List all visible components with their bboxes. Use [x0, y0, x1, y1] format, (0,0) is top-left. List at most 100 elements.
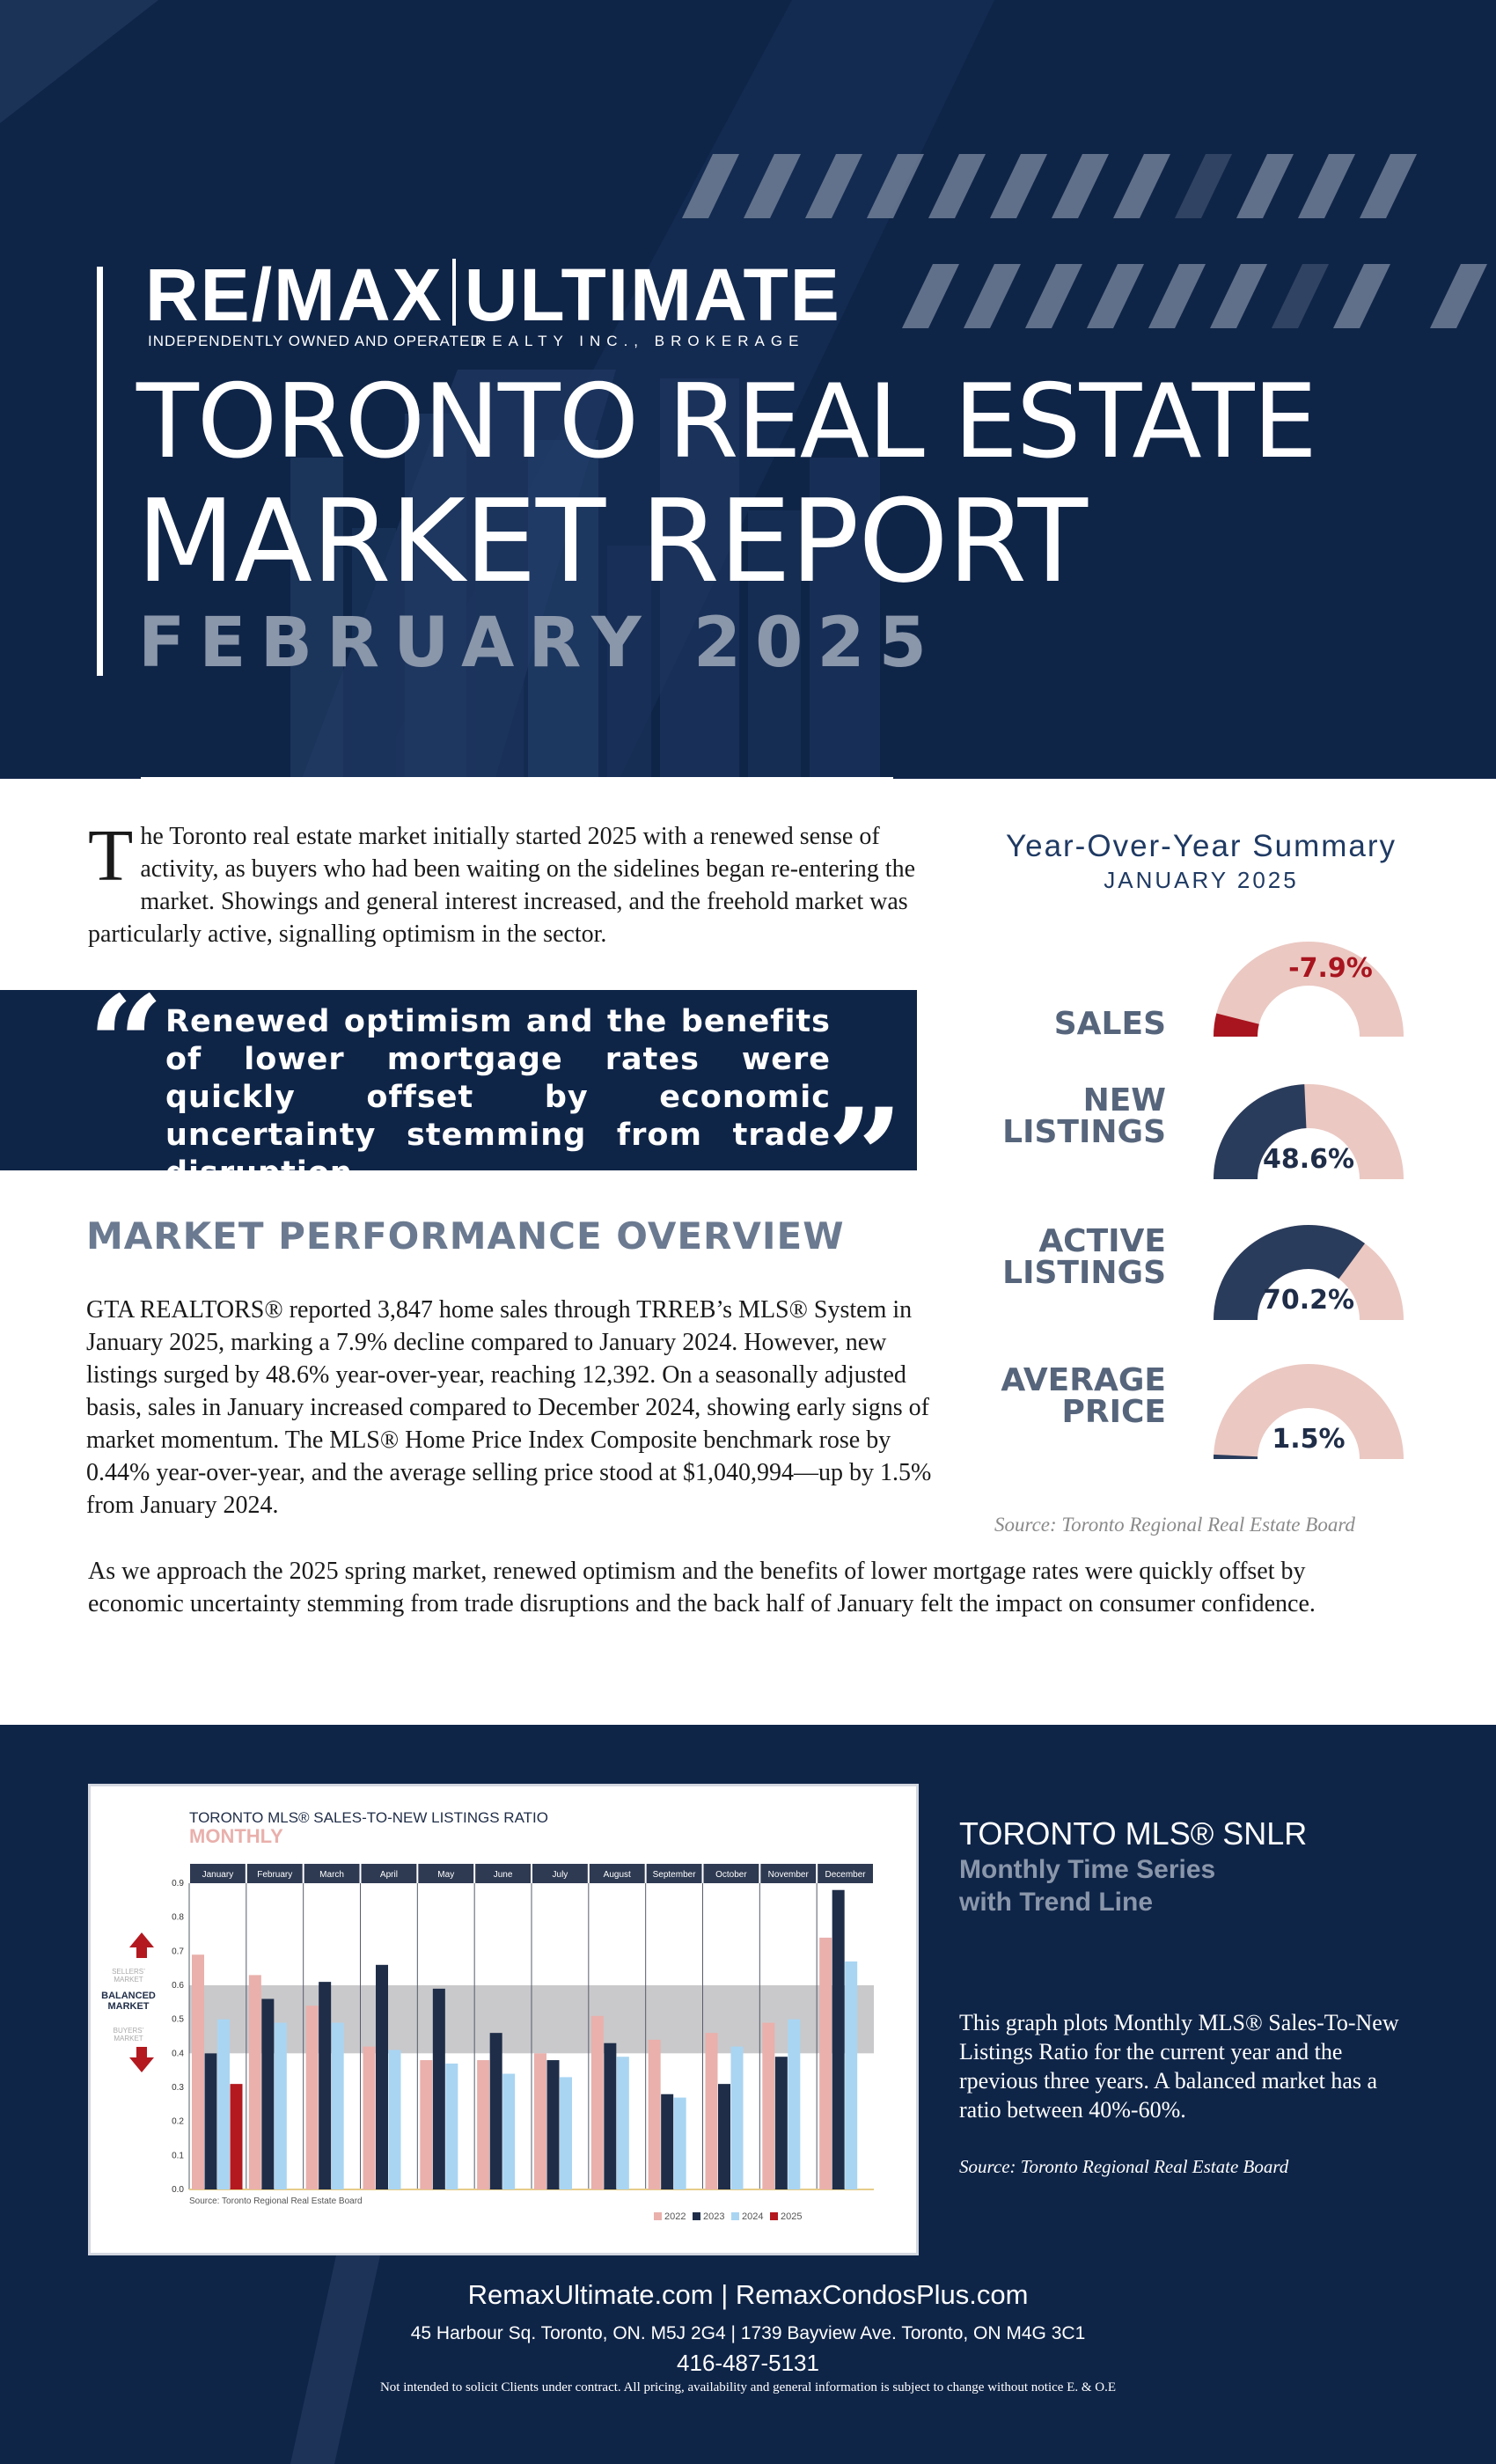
- bar-2023: [204, 2053, 217, 2189]
- bar-2023: [604, 2042, 617, 2189]
- y-tick-label: 0.5: [172, 2015, 184, 2025]
- x-tick-label: March: [319, 1870, 344, 1880]
- pull-quote-box: [0, 990, 917, 1170]
- yoy-subtitle: JANUARY 2025: [1104, 867, 1299, 893]
- remax-logo: RE/MAX ULTIMATE: [145, 255, 841, 334]
- logo-tagline-left: INDEPENDENTLY OWNED AND OPERATED: [148, 333, 482, 349]
- month-header: [818, 1864, 873, 1883]
- y-tick-label: 0.4: [172, 2049, 184, 2058]
- bar-2024: [388, 2050, 401, 2189]
- bar-2024: [445, 2063, 458, 2189]
- gauge-value: 48.6%: [1262, 1144, 1355, 1175]
- bar-2024: [788, 2019, 801, 2189]
- gauge-fill: [1214, 1013, 1259, 1037]
- bar-2022: [762, 2022, 775, 2189]
- snlr-source: Source: Toronto Regional Real Estate Boa…: [959, 2156, 1289, 2177]
- bar-2023: [489, 2033, 502, 2189]
- snlr-subtitle: Monthly Time Series with Trend Line: [959, 1853, 1215, 1918]
- bar-2023: [319, 1982, 332, 2189]
- legend-label: 2024: [742, 2211, 763, 2222]
- footer-websites[interactable]: RemaxUltimate.com | RemaxCondosPlus.com: [467, 2279, 1029, 2310]
- month-header: [190, 1864, 246, 1883]
- bar-2022: [363, 2046, 376, 2189]
- logo-divider: [451, 259, 456, 326]
- gauge-label: SALES: [937, 1008, 1166, 1040]
- gauge-value: 1.5%: [1272, 1424, 1346, 1455]
- legend-swatch: [770, 2212, 778, 2220]
- y-tick-label: 0.7: [172, 1947, 184, 1956]
- gauge-label-line-2: LISTINGS: [1002, 1255, 1166, 1291]
- gauge-fill: [1214, 1084, 1307, 1179]
- month-header: [475, 1864, 531, 1883]
- x-tick-label: July: [553, 1870, 568, 1880]
- month-header: [418, 1864, 474, 1883]
- y-tick-label: 0.2: [172, 2117, 184, 2127]
- x-tick-label: October: [715, 1870, 747, 1880]
- footer-disclaimer: Not intended to solicit Clients under co…: [379, 2380, 1117, 2394]
- gauge-fill: [1214, 1225, 1366, 1320]
- bar-2022: [477, 2060, 490, 2189]
- chart-subtitle: MONTHLY: [189, 1825, 283, 1847]
- footer-phone[interactable]: 416-487-5131: [677, 2350, 819, 2376]
- legend-label: 2023: [703, 2211, 724, 2222]
- month-header: [760, 1864, 817, 1883]
- market-paragraph-1: GTA REALTORS® reported 3,847 home sales …: [86, 1296, 932, 1519]
- footer-address: 45 Harbour Sq. Toronto, ON. M5J 2G4 | 17…: [410, 2323, 1086, 2343]
- gauge-label-line-1: AVERAGE: [1001, 1362, 1166, 1398]
- bar-2022: [305, 2006, 319, 2189]
- header-banner: RE/MAX ULTIMATE INDEPENDENTLY OWNED AND O…: [0, 0, 1496, 786]
- balanced-label: BALANCED: [101, 1991, 156, 2001]
- bar-2023: [261, 1998, 275, 2189]
- bar-2023: [832, 1889, 845, 2189]
- title-line-1: TORONTO REAL ESTATE: [136, 363, 1317, 481]
- bar-2022: [420, 2060, 433, 2189]
- quote-close-icon: ”: [827, 1080, 904, 1235]
- gauge-label-line-1: ACTIVE: [1038, 1223, 1166, 1259]
- gauge-track: [1214, 942, 1404, 1037]
- bar-2023: [546, 2060, 560, 2189]
- pull-quote-text: Renewed optimism and the benefits of low…: [165, 1004, 831, 1191]
- chart-title: TORONTO MLS® SALES-TO-NEW LISTINGS RATIO: [189, 1809, 548, 1826]
- bar-2024: [502, 2073, 516, 2189]
- bar-2024: [560, 2077, 572, 2189]
- bar-2022: [590, 2015, 604, 2189]
- bar-2023: [774, 2057, 788, 2189]
- bar-2024: [730, 2046, 744, 2189]
- snlr-subtitle-line-2: with Trend Line: [959, 1888, 1154, 1917]
- bar-2023: [718, 2084, 730, 2189]
- gauge-arc: [1214, 1084, 1404, 1179]
- snlr-chart-svg: TORONTO MLS® SALES-TO-NEW LISTINGS RATIO…: [101, 1809, 874, 2222]
- balanced-label: MARKET: [107, 2001, 149, 2012]
- x-tick-label: February: [257, 1870, 292, 1880]
- gauge-label-line-2: LISTINGS: [1002, 1114, 1166, 1150]
- legend-swatch: [731, 2212, 739, 2220]
- bar-2024: [616, 2057, 629, 2189]
- header-accent-bar: [97, 267, 103, 676]
- gauge-label: ACTIVE LISTINGS: [937, 1226, 1166, 1289]
- bar-2025: [230, 2084, 243, 2189]
- gauge-value: 70.2%: [1262, 1285, 1355, 1316]
- month-header: [246, 1864, 303, 1883]
- y-tick-label: 0.8: [172, 1913, 184, 1923]
- y-tick-label: 0.3: [172, 2083, 184, 2093]
- bar-2024: [331, 2022, 344, 2189]
- x-tick-label: January: [202, 1870, 234, 1880]
- gauge-arc: [1214, 942, 1404, 1037]
- gauge-arc: [1214, 1225, 1404, 1320]
- buyers-label: MARKET: [114, 2035, 143, 2042]
- gauge-label-line-1: SALES: [1053, 1006, 1166, 1042]
- gauge-fill: [1214, 1454, 1258, 1459]
- title-line-2: MARKET REPORT: [136, 474, 1088, 608]
- gauge-label-line-2: PRICE: [1061, 1394, 1166, 1430]
- yoy-source: Source: Toronto Regional Real Estate Boa…: [994, 1514, 1355, 1536]
- legend-label: 2022: [664, 2211, 686, 2222]
- y-tick-label: 0.6: [172, 1981, 184, 1991]
- bar-2022: [648, 2039, 661, 2189]
- bar-2023: [432, 1988, 445, 2189]
- month-header: [589, 1864, 645, 1883]
- bar-2023: [376, 1964, 388, 2189]
- legend-swatch: [693, 2212, 700, 2220]
- bar-2023: [661, 2094, 674, 2189]
- yoy-title: Year-Over-Year Summary: [1005, 829, 1397, 863]
